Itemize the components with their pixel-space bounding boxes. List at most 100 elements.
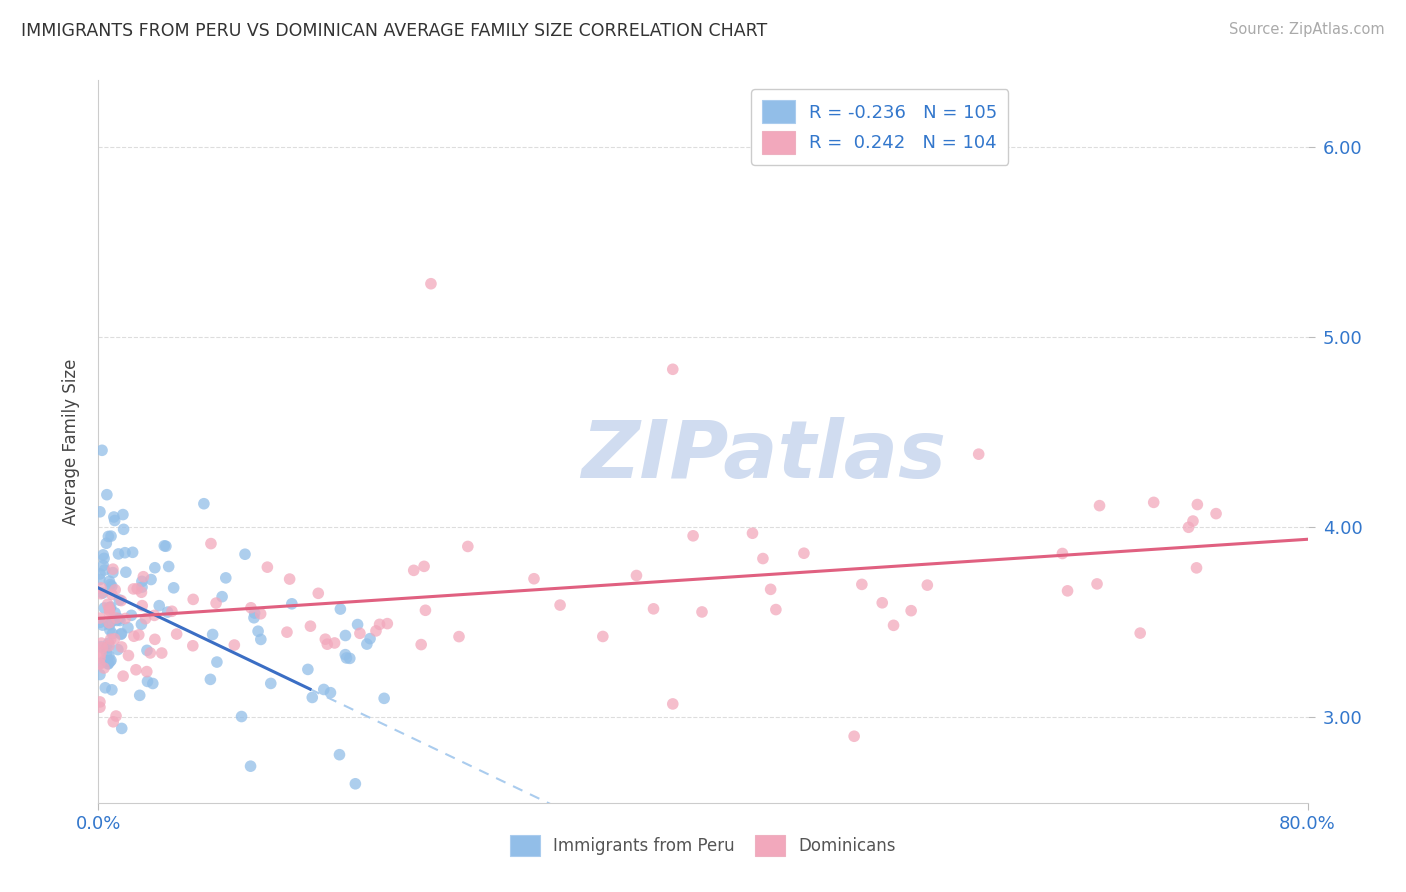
Point <box>89 700 111 714</box>
Point <box>1088 499 1111 513</box>
Point <box>239 600 262 615</box>
Text: IMMIGRANTS FROM PERU VS DOMINICAN AVERAGE FAMILY SIZE CORRELATION CHART: IMMIGRANTS FROM PERU VS DOMINICAN AVERAG… <box>21 22 768 40</box>
Point <box>752 551 775 566</box>
Point <box>98 601 121 615</box>
Point <box>94 653 117 667</box>
Point <box>328 747 350 762</box>
Point <box>91 443 114 458</box>
Point <box>90 636 112 650</box>
Point <box>89 657 111 671</box>
Point <box>339 651 361 665</box>
Legend: Immigrants from Peru, Dominicans: Immigrants from Peru, Dominicans <box>503 829 903 863</box>
Point <box>91 586 114 600</box>
Point <box>1185 561 1208 575</box>
Point <box>89 611 111 625</box>
Point <box>335 648 357 662</box>
Point <box>319 686 342 700</box>
Point <box>96 536 118 550</box>
Point <box>205 596 228 610</box>
Point <box>260 676 283 690</box>
Point <box>793 546 815 560</box>
Point <box>108 612 131 626</box>
Point <box>103 714 125 729</box>
Point <box>1056 583 1078 598</box>
Point <box>256 560 278 574</box>
Point <box>98 639 121 653</box>
Point <box>457 540 479 554</box>
Point <box>900 604 922 618</box>
Point <box>98 606 121 620</box>
Point <box>1085 577 1108 591</box>
Point <box>346 617 368 632</box>
Point <box>101 587 124 601</box>
Point <box>156 605 179 619</box>
Point <box>157 559 180 574</box>
Point <box>239 759 262 773</box>
Point <box>181 639 204 653</box>
Point <box>870 596 893 610</box>
Point <box>883 618 905 632</box>
Point <box>120 608 142 623</box>
Point <box>97 529 120 543</box>
Point <box>122 629 145 643</box>
Point <box>741 526 763 541</box>
Point <box>115 565 138 579</box>
Point <box>967 447 990 461</box>
Point <box>368 617 391 632</box>
Point <box>98 577 121 591</box>
Y-axis label: Average Family Size: Average Family Size <box>62 359 80 524</box>
Point <box>93 563 115 577</box>
Point <box>91 558 114 573</box>
Point <box>89 573 111 587</box>
Point <box>851 577 873 591</box>
Point <box>200 673 222 687</box>
Point <box>100 653 122 667</box>
Point <box>101 562 124 576</box>
Point <box>349 626 371 640</box>
Point <box>682 529 704 543</box>
Point <box>131 580 153 594</box>
Point <box>200 536 222 550</box>
Point <box>107 642 129 657</box>
Point <box>97 597 120 611</box>
Point <box>103 510 125 524</box>
Point <box>91 640 114 655</box>
Point <box>89 656 111 670</box>
Point <box>108 593 131 607</box>
Point <box>243 611 266 625</box>
Point <box>307 586 329 600</box>
Point <box>98 603 121 617</box>
Point <box>97 657 120 671</box>
Point <box>93 661 115 675</box>
Point <box>93 601 115 615</box>
Point <box>100 529 122 543</box>
Point <box>765 602 787 616</box>
Point <box>181 592 204 607</box>
Point <box>93 551 115 566</box>
Point <box>373 691 395 706</box>
Point <box>247 624 270 639</box>
Point <box>108 614 131 628</box>
Point <box>312 682 335 697</box>
Point <box>323 636 346 650</box>
Point <box>114 611 136 625</box>
Point <box>89 615 111 630</box>
Point <box>626 568 648 582</box>
Point <box>142 676 165 690</box>
Point <box>101 626 124 640</box>
Point <box>844 729 866 743</box>
Point <box>299 619 322 633</box>
Point <box>89 651 111 665</box>
Text: ZIPatlas: ZIPatlas <box>581 417 946 495</box>
Point <box>110 627 132 641</box>
Point <box>131 617 153 632</box>
Point <box>690 605 713 619</box>
Point <box>96 654 118 668</box>
Point <box>90 640 112 654</box>
Point <box>143 608 166 623</box>
Point <box>98 574 121 589</box>
Point <box>117 648 139 663</box>
Point <box>98 655 121 669</box>
Point <box>375 616 398 631</box>
Point <box>110 640 132 654</box>
